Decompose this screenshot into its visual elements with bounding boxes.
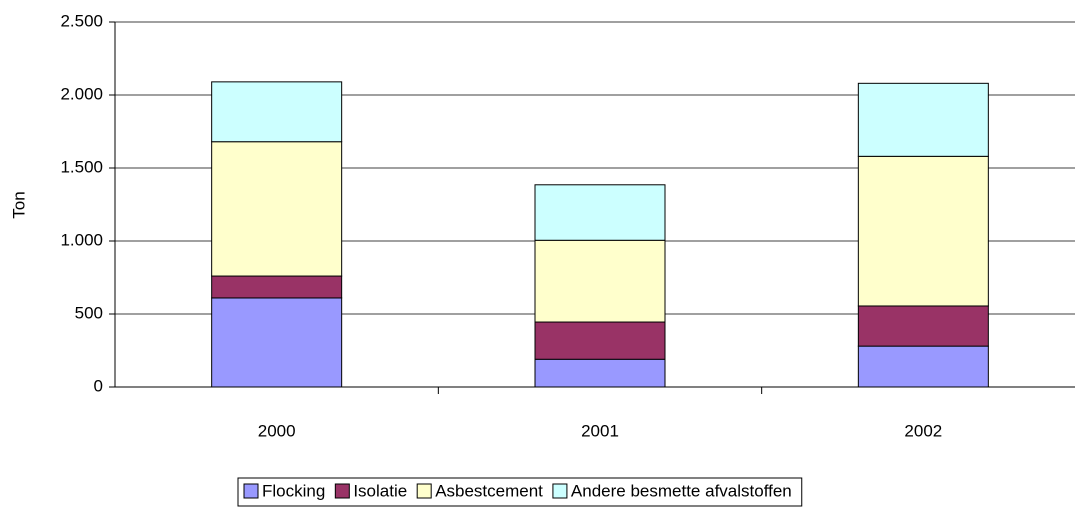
bar-segment — [534, 358, 666, 388]
bar-segment — [534, 239, 666, 323]
bar-segment — [534, 184, 666, 241]
bar-segment — [534, 321, 666, 360]
y-tick-label: 2.000 — [60, 84, 103, 103]
bar-segment — [211, 297, 343, 388]
bar-segment — [857, 82, 989, 157]
legend-swatch — [552, 483, 568, 499]
bar-segment — [857, 155, 989, 307]
legend-box — [237, 477, 803, 507]
legend-swatch — [334, 483, 350, 499]
legend-label: Asbestcement — [435, 481, 543, 500]
bar-segment — [211, 81, 343, 143]
x-tick-label: 2001 — [581, 421, 619, 440]
y-tick-label: 1.500 — [60, 157, 103, 176]
legend-label: Andere besmette afvalstoffen — [571, 481, 792, 500]
y-tick-label: 2.500 — [60, 11, 103, 30]
legend-swatch — [416, 483, 432, 499]
bar-segment — [211, 141, 343, 277]
x-tick-label: 2002 — [904, 421, 942, 440]
bar-segment — [211, 275, 343, 299]
y-tick-label: 0 — [94, 376, 103, 395]
x-tick-label: 2000 — [258, 421, 296, 440]
y-tick-label: 1.000 — [60, 230, 103, 249]
y-axis-label: Ton — [9, 191, 28, 218]
legend-label: Isolatie — [353, 481, 407, 500]
y-tick-label: 500 — [75, 303, 103, 322]
bar-segment — [857, 305, 989, 347]
bar-segment — [857, 345, 989, 388]
legend-swatch — [243, 483, 259, 499]
legend-label: Flocking — [262, 481, 325, 500]
